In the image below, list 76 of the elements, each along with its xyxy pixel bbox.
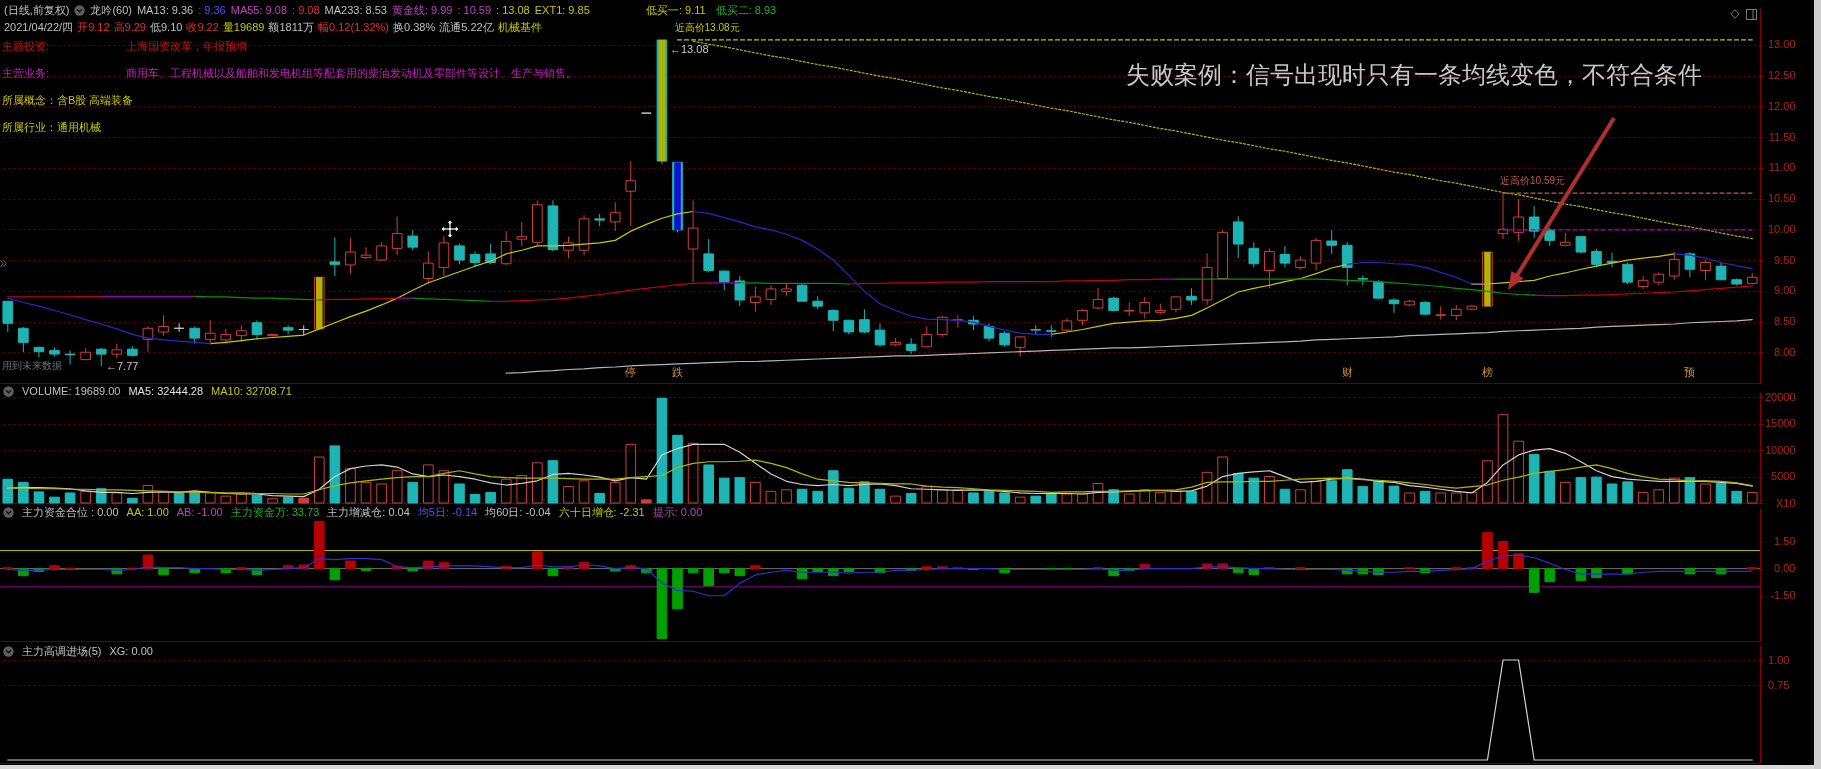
annotation: MA13: 9.36: [136, 3, 194, 17]
annotation: 黄金线: 9.99: [391, 3, 453, 17]
annotation: 流通5.22亿: [439, 20, 494, 34]
series-label: 近高价13.08元: [674, 21, 740, 33]
annotation: 失败案例：信号出现时只有一条均线变色，不符合条件: [1126, 61, 1702, 88]
annotation: 六十日增仓: -2.31: [558, 505, 645, 519]
annotation: : 10.59: [457, 3, 492, 17]
annotation: 均60日: -0.04: [485, 505, 551, 519]
y-tick-label: 15000: [1764, 417, 1796, 430]
annotation: 开9.12: [77, 20, 110, 34]
annotation: 收9.22: [186, 20, 219, 34]
annotation: 量19689: [222, 20, 265, 34]
x-tick-label: 预: [1684, 365, 1696, 378]
x-tick-label: 财: [1341, 365, 1353, 378]
y-tick-label: 20000: [1764, 390, 1796, 403]
annotation: 用到未来数据: [2, 359, 62, 372]
annotation: 主力增减仓: 0.04: [327, 505, 410, 519]
annotation: 商用车、工程机械以及船舶和发电机组等配套用的柴油发动机及零部件等设计、生产与销售。: [126, 66, 577, 80]
y-tick-label: 1.00: [1768, 653, 1790, 666]
y-tick-label: 13.00: [1767, 38, 1796, 51]
annotation: 主力资金合位 : 0.00: [22, 505, 119, 519]
annotation: 上海国资改革，年报预增: [126, 39, 247, 53]
annotation: 所属行业：通用机械: [2, 120, 101, 134]
annotation: AA: 1.00: [126, 505, 169, 519]
annotation: 龙吟(60): [90, 3, 132, 17]
annotation: 提示: 0.00: [652, 505, 703, 519]
x-tick-label: 跌: [672, 365, 684, 378]
y-tick-label: X10: [1775, 496, 1796, 509]
annotation: (日线,前复权): [4, 3, 70, 17]
y-tick-label: 10.00: [1767, 222, 1796, 235]
annotation: 低买一: 9.11: [646, 3, 706, 17]
y-tick-label: 11.50: [1768, 130, 1796, 143]
annotation: 主力高调进场(5): [22, 644, 102, 658]
y-tick-label: 9.50: [1774, 253, 1796, 266]
annotation: 2021/04/22/四: [4, 20, 74, 34]
annotation: 幅0.12(1.32%): [318, 20, 389, 34]
annotation: MA10: 32708.71: [211, 384, 292, 398]
annotation: 高9.29: [113, 20, 146, 34]
annotation: 低买二: 8.93: [715, 3, 777, 17]
y-tick-label: 0.75: [1768, 678, 1790, 691]
x-tick-label: 停: [625, 365, 637, 378]
y-tick-label: -1.50: [1770, 589, 1796, 602]
annotation: AB: -1.00: [176, 505, 223, 519]
annotation: 额1811万: [268, 20, 315, 34]
y-tick-label: 10.50: [1767, 192, 1796, 205]
annotation: EXT1: 9.85: [534, 3, 590, 17]
annotation: 低9.10: [149, 20, 183, 34]
y-tick-label: 9.00: [1774, 284, 1796, 297]
y-tick-label: 5000: [1771, 470, 1796, 483]
y-tick-label: 11.00: [1768, 161, 1796, 174]
y-tick-label: 1.50: [1774, 534, 1796, 547]
y-tick-label: 12.50: [1767, 69, 1796, 82]
y-tick-label: 8.00: [1774, 345, 1796, 358]
x-tick-label: 榜: [1481, 365, 1493, 378]
annotation: 主题投资:: [2, 39, 50, 53]
annotation: ←7.77: [106, 359, 139, 373]
annotation: VOLUME: 19689.00: [22, 384, 121, 398]
annotation: ←13.08: [670, 42, 709, 56]
annotation: MA55: 9.08: [230, 3, 288, 17]
annotation: 所属概念：含B股 高端装备: [2, 93, 134, 107]
y-tick-label: 10000: [1764, 443, 1796, 456]
annotation: 换0.38%: [393, 20, 436, 34]
annotation: 主营业务:: [2, 66, 50, 80]
series-label: 近高价10.59元: [1500, 175, 1566, 187]
annotation: 机械基件: [497, 20, 542, 34]
y-tick-label: 8.50: [1774, 315, 1796, 328]
annotation: : 13.08: [496, 3, 530, 17]
y-tick-label: 12.00: [1767, 99, 1796, 112]
annotation: XG: 0.00: [109, 644, 153, 658]
annotation: : 9.36: [198, 3, 226, 17]
annotation: 主力资金万: 33.73: [230, 505, 320, 519]
annotation: MA5: 32444.28: [128, 384, 204, 398]
annotation: MA233: 8.53: [324, 3, 387, 17]
annotation: 均5日: -0.14: [417, 505, 478, 519]
y-tick-label: 0.00: [1774, 562, 1796, 575]
annotation: : 9.08: [292, 3, 320, 17]
